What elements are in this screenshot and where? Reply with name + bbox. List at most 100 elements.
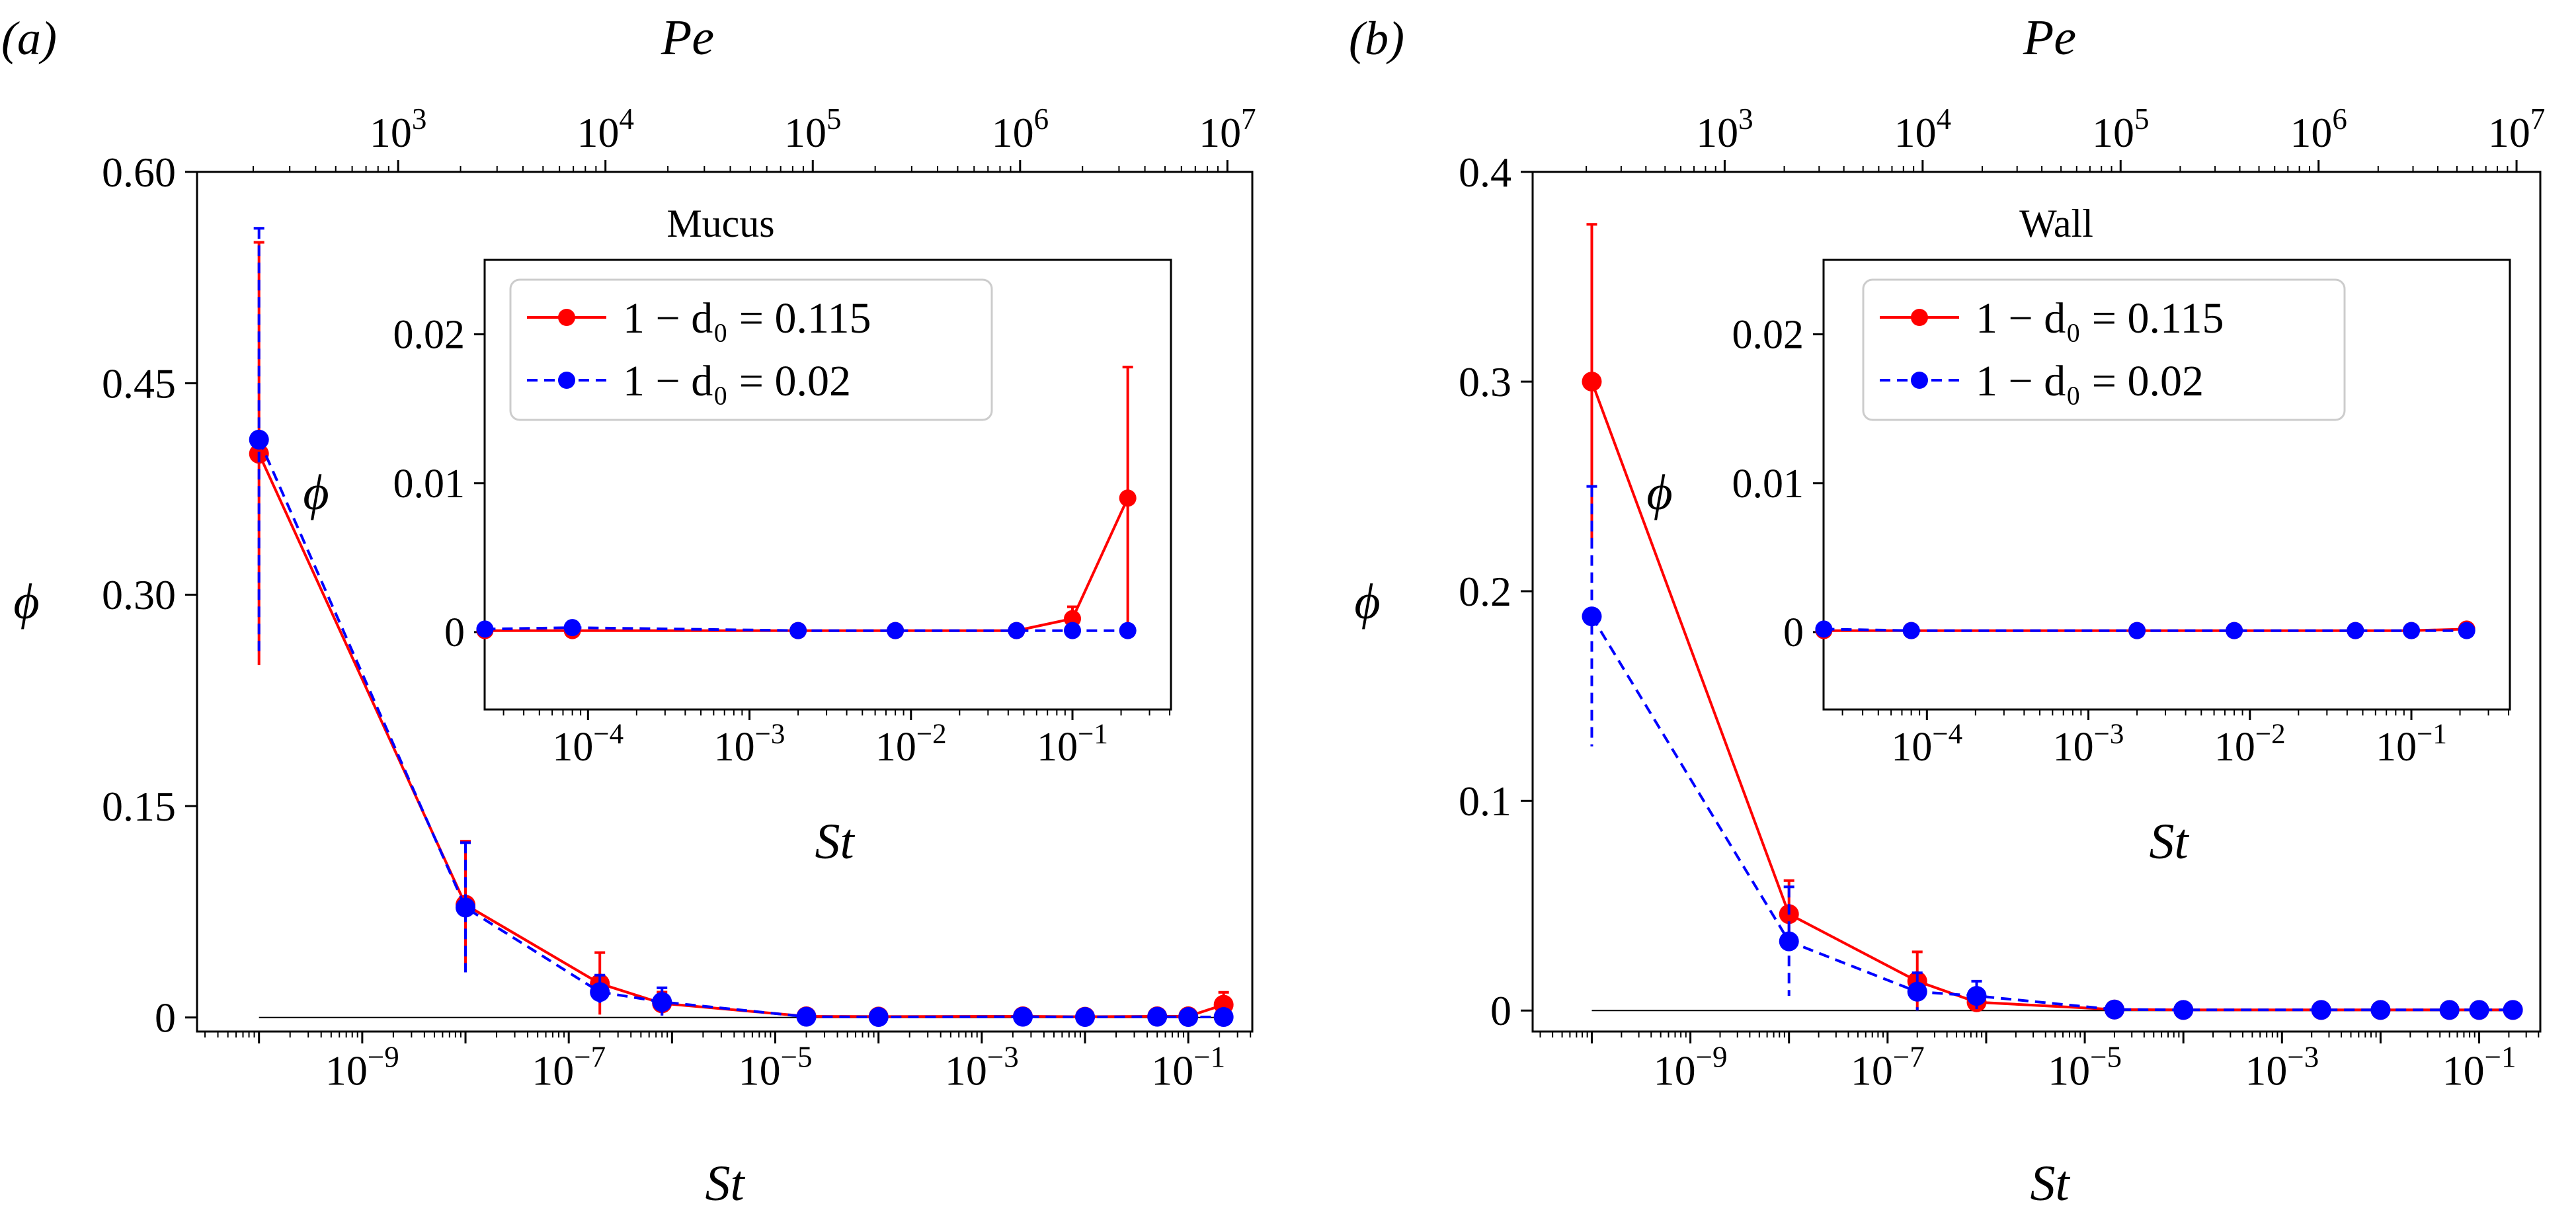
data-point [2173, 1000, 2194, 1020]
data-point [1178, 1007, 1199, 1028]
panel-b-legend-label-blue: 1 − d₀ = 0.02 [1976, 357, 2204, 405]
panel-b-legend-marker-blue [1911, 372, 1928, 389]
top-tick-label: 103 [370, 102, 427, 156]
data-point [2311, 1000, 2331, 1020]
x-tick-label: 10−9 [1654, 1041, 1728, 1094]
y-tick-label: 0.02 [393, 313, 465, 358]
panel-b-top-ticks: 103 104 105 106 107 [1586, 102, 2545, 172]
panel-b-data [1582, 223, 2523, 1020]
panel-b-top-xlabel: Pe [2023, 10, 2076, 65]
data-point [1075, 1007, 1096, 1028]
data-point [2370, 1000, 2391, 1020]
data-point [1119, 622, 1137, 639]
panel-b-legend-box [1862, 278, 2346, 421]
data-point [2439, 1000, 2460, 1020]
panel-b-inset-x-ticks: 10−4 10−3 10−2 10−1 [1841, 710, 2510, 770]
data-point [476, 620, 494, 638]
panel-b: (b) Pe ϕ St 00.10.20.30.4 10−9 10−7 10−5 10… [1349, 10, 2545, 1211]
data-point [652, 992, 672, 1012]
panel-b-inset-data [1815, 620, 2475, 639]
y-tick-label: 0.2 [1459, 568, 1511, 615]
data-point [2104, 999, 2124, 1020]
panel-a-x-ticks: 10−9 10−7 10−5 10−3 10−1 [204, 1032, 1252, 1094]
data-point [1012, 1006, 1033, 1027]
panel-a-inset-ylabel: ϕ [303, 465, 329, 520]
top-tick-label: 106 [992, 102, 1049, 156]
x-tick-label: 10−3 [945, 1041, 1019, 1094]
data-point [1902, 622, 1920, 639]
y-tick-label: 0 [1490, 987, 1511, 1034]
panel-b-x-ticks: 10−9 10−7 10−5 10−3 10−1 [1539, 1032, 2540, 1094]
panel-b-legend-marker-red [1911, 309, 1928, 326]
series-line [1590, 616, 2513, 1012]
top-tick-label: 105 [2092, 102, 2150, 156]
data-point [1966, 986, 1987, 1006]
data-point [1582, 372, 1602, 392]
panel-b-legend-label-red: 1 − d₀ = 0.115 [1976, 294, 2224, 343]
data-point [1119, 489, 1137, 507]
panel-b-inset-title: Wall [2019, 202, 2093, 245]
series-blue [1582, 485, 2523, 1020]
data-point [1815, 620, 1833, 638]
data-point [2347, 622, 2364, 639]
data-point [1147, 1006, 1168, 1027]
x-tick-label: 10−4 [552, 719, 624, 770]
panel-a-inset-y-ticks: 0 0.01 0.02 [393, 313, 485, 655]
panel-a-inset-data [476, 366, 1137, 639]
y-tick-label: 0.3 [1459, 358, 1511, 405]
panel-b-inset-ylabel: ϕ [1646, 465, 1672, 520]
panel-b-legend: 1 − d₀ = 0.115 1 − d₀ = 0.02 [1862, 278, 2346, 421]
panel-a-inset-xlabel: St [815, 814, 855, 870]
x-tick-label: 10−2 [875, 719, 947, 770]
y-tick-label: 0 [444, 610, 465, 655]
data-point [2226, 622, 2243, 639]
data-point [2458, 622, 2475, 639]
x-tick-label: 10−2 [2214, 719, 2286, 770]
data-point [2469, 1000, 2489, 1020]
panel-a-inset-x-ticks: 10−4 10−3 10−2 10−1 [503, 710, 1171, 770]
panel-a-legend-box [509, 278, 993, 421]
top-tick-label: 106 [2290, 102, 2347, 156]
panel-b-ylabel: ϕ [1354, 574, 1380, 629]
panel-b-inset-y-ticks: 0 0.01 0.02 [1732, 313, 1824, 655]
panel-a-xlabel: St [705, 1156, 745, 1211]
x-tick-label: 10−5 [2048, 1041, 2122, 1094]
data-point [1582, 606, 1602, 627]
series-blue [1815, 620, 2475, 639]
y-tick-label: 0.01 [393, 462, 465, 507]
panel-a-top-ticks: 103 104 105 106 107 [252, 102, 1256, 172]
x-tick-label: 10−3 [2245, 1041, 2319, 1094]
data-point [789, 622, 807, 639]
y-tick-label: 0.15 [102, 783, 176, 830]
panel-a-legend: 1 − d₀ = 0.115 1 − d₀ = 0.02 [509, 278, 993, 421]
x-tick-label: 10−1 [2442, 1041, 2516, 1094]
data-point [1213, 1007, 1234, 1028]
y-tick-label: 0.01 [1732, 462, 1804, 507]
panel-a-label: (a) [1, 12, 57, 65]
x-tick-label: 10−9 [325, 1041, 399, 1094]
x-tick-label: 10−1 [1151, 1041, 1225, 1094]
panel-b-plot-frame [1531, 171, 2542, 1033]
data-point [1008, 622, 1026, 639]
panel-a-legend-marker-blue [558, 372, 575, 389]
panel-a-legend-label-blue: 1 − d₀ = 0.02 [623, 357, 851, 405]
x-tick-label: 10−7 [1851, 1041, 1925, 1094]
y-tick-label: 0.02 [1732, 313, 1804, 358]
x-tick-label: 10−3 [2053, 719, 2124, 770]
panel-a-legend-marker-red [558, 309, 575, 326]
panel-a: (a) Pe ϕ St 00.150.300.450.60 10−9 10−7 10… [1, 10, 1256, 1211]
y-tick-label: 0.4 [1459, 149, 1511, 196]
data-point [456, 897, 476, 918]
data-point [1064, 610, 1082, 628]
series-blue [249, 227, 1234, 1028]
top-tick-label: 103 [1696, 102, 1753, 156]
data-point [2503, 1000, 2523, 1020]
y-tick-label: 0 [155, 994, 176, 1041]
top-tick-label: 107 [2488, 102, 2546, 156]
data-point [796, 1006, 817, 1027]
data-point [868, 1007, 889, 1028]
x-tick-label: 10−1 [2376, 719, 2447, 770]
y-tick-label: 0.45 [102, 360, 176, 407]
data-point [2128, 622, 2146, 639]
panel-a-ylabel: ϕ [13, 574, 39, 629]
